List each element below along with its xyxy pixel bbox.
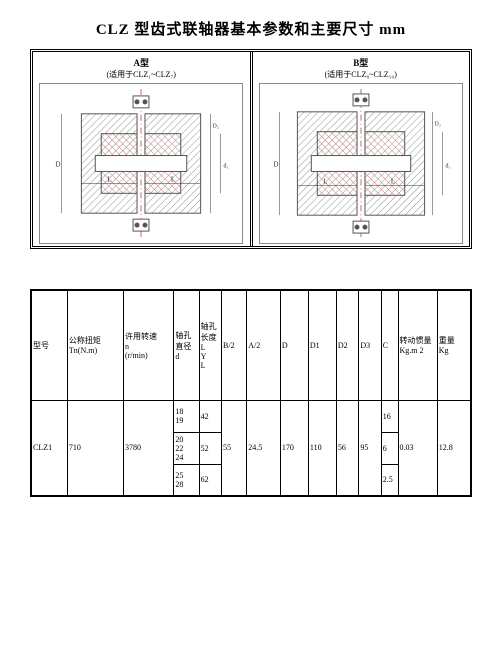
header-row: 型号 公称扭矩 Tn(N.m) 许用转速 n (r/min) 轴孔直径 d 轴孔… <box>31 290 471 400</box>
svg-text:L: L <box>323 177 327 185</box>
c-d2: 20 22 24 <box>174 432 199 464</box>
c-tn: 710 <box>67 400 123 496</box>
figure-a: A型 (适用于CLZ₁~CLZ₇) <box>33 52 250 246</box>
svg-text:L: L <box>391 177 395 185</box>
h-d: 轴孔直径 d <box>174 290 199 400</box>
h-l: 轴孔长度 L Y L <box>199 290 221 400</box>
svg-text:D₂: D₂ <box>434 122 440 128</box>
h-I: 转动惯量 Kg.m 2 <box>398 290 437 400</box>
figure-a-drawing: L L D d₁ D₂ <box>39 83 243 244</box>
svg-text:d₁: d₁ <box>445 163 450 169</box>
row-clz1-a: CLZ1 710 3780 18 19 42 55 24.5 170 110 5… <box>31 400 471 432</box>
h-a2: A/2 <box>247 290 281 400</box>
c-c1: 16 <box>381 400 398 432</box>
h-b2: B/2 <box>222 290 247 400</box>
figure-a-sub: (适用于CLZ₁~CLZ₇) <box>107 69 176 80</box>
c-W: 12.8 <box>437 400 471 496</box>
c-a2: 24.5 <box>247 400 281 496</box>
c-c2: 6 <box>381 432 398 464</box>
svg-text:D: D <box>273 160 278 168</box>
c-d1: 18 19 <box>174 400 199 432</box>
h-D1: D1 <box>308 290 336 400</box>
c-I: 0.03 <box>398 400 437 496</box>
c-D3: 95 <box>359 400 381 496</box>
figure-a-title: A型 <box>134 56 150 69</box>
figure-b: B型 (适用于CLZ₈~CLZ₁₀) L L D <box>250 52 470 246</box>
h-tn: 公称扭矩 Tn(N.m) <box>67 290 123 400</box>
svg-text:L: L <box>171 175 175 183</box>
h-D2: D2 <box>336 290 358 400</box>
c-D1: 110 <box>308 400 336 496</box>
c-b2: 55 <box>222 400 247 496</box>
c-model: CLZ1 <box>31 400 67 496</box>
svg-text:D: D <box>56 160 61 168</box>
figure-b-sub: (适用于CLZ₈~CLZ₁₀) <box>325 69 397 80</box>
parameters-table: 型号 公称扭矩 Tn(N.m) 许用转速 n (r/min) 轴孔直径 d 轴孔… <box>30 289 472 497</box>
figures-row: A型 (适用于CLZ₁~CLZ₇) <box>30 49 472 249</box>
c-d3: 25 28 <box>174 464 199 496</box>
h-model: 型号 <box>31 290 67 400</box>
c-l3: 62 <box>199 464 221 496</box>
c-D: 170 <box>280 400 308 496</box>
page-title: CLZ 型齿式联轴器基本参数和主要尺寸 mm <box>30 18 472 39</box>
svg-text:d₁: d₁ <box>224 163 229 169</box>
h-D3: D3 <box>359 290 381 400</box>
h-n: 许用转速 n (r/min) <box>123 290 173 400</box>
c-c3: 2.5 <box>381 464 398 496</box>
figure-b-title: B型 <box>353 56 368 69</box>
svg-text:D₂: D₂ <box>213 124 219 130</box>
c-n: 3780 <box>123 400 173 496</box>
h-C: C <box>381 290 398 400</box>
h-W: 重量 Kg <box>437 290 471 400</box>
h-D: D <box>280 290 308 400</box>
c-D2: 56 <box>336 400 358 496</box>
figure-b-drawing: L L D d₁ D₂ <box>259 83 463 244</box>
c-l2: 52 <box>199 432 221 464</box>
c-l1: 42 <box>199 400 221 432</box>
svg-text:L: L <box>107 175 111 183</box>
